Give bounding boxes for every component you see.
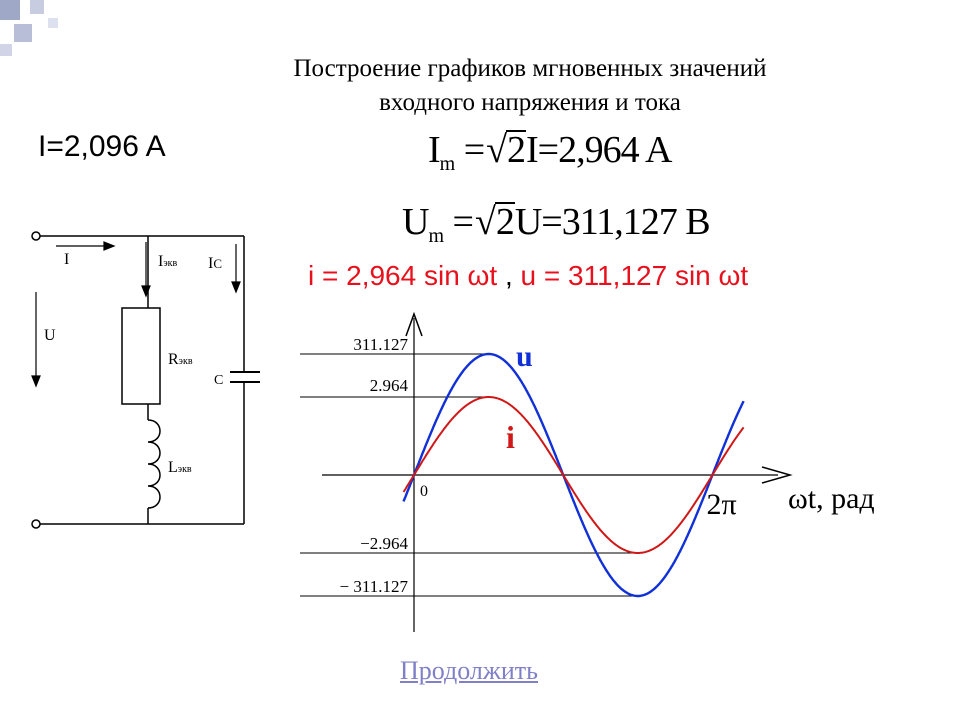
x-axis-arrow bbox=[761, 466, 793, 484]
series-line-i bbox=[402, 396, 745, 554]
equation-u: u = 311,127 sin ωt bbox=[520, 260, 749, 291]
instantaneous-equations: i = 2,964 sin ωt , u = 311,127 sin ωt bbox=[308, 260, 748, 292]
terminal-bottom bbox=[31, 519, 41, 529]
title-line-1: Построение графиков мгновенных значений bbox=[293, 55, 767, 82]
label-c: C bbox=[214, 373, 223, 388]
current-value: I=2,096 A bbox=[38, 130, 166, 163]
y-tick-label-0: 311.127 bbox=[353, 335, 408, 354]
formula-im: Im =√2I=2,964 A bbox=[428, 129, 672, 175]
label-i-ekv: Iэкв bbox=[158, 253, 177, 270]
series-label-u: u bbox=[516, 340, 533, 373]
sqrt-symbol: √2 bbox=[486, 129, 527, 171]
resistor-r-ekv bbox=[121, 307, 161, 405]
formula-um: Um =√2U=311,127 B bbox=[402, 201, 711, 247]
x-tick-label-2pi: 2π bbox=[706, 488, 736, 521]
label-l-ekv: Lэкв bbox=[168, 459, 192, 476]
y-tick-label-2: −2.964 bbox=[360, 534, 408, 553]
slide-title: Построение графиков мгновенных значений … bbox=[190, 52, 870, 120]
title-line-2: входного напряжения и тока bbox=[379, 89, 681, 116]
equation-separator: , bbox=[497, 260, 521, 291]
circuit-diagram: I U Iэкв IC Rэкв C Lэкв bbox=[31, 231, 260, 529]
y-tick-label-1: 2.964 bbox=[370, 376, 409, 395]
y-tick-label-3: − 311.127 bbox=[340, 577, 409, 596]
label-u: U bbox=[44, 327, 56, 344]
continue-link[interactable]: Продолжить bbox=[400, 656, 538, 685]
inductor-l-ekv bbox=[147, 419, 161, 509]
corner-decoration bbox=[0, 0, 58, 56]
label-r-ekv: Rэкв bbox=[168, 351, 193, 368]
sqrt-symbol: √2 bbox=[474, 201, 515, 243]
label-i-c: IC bbox=[208, 255, 222, 272]
sine-chart: 311.127 2.964 −2.964 − 311.127 0 2π ωt, рад u i bbox=[300, 311, 875, 632]
series-line-u bbox=[402, 352, 745, 598]
series-label-i: i bbox=[506, 419, 515, 455]
terminal-top bbox=[31, 231, 41, 241]
x-tick-label-0: 0 bbox=[420, 483, 428, 500]
label-i: I bbox=[64, 251, 69, 268]
y-axis-arrow bbox=[405, 311, 423, 337]
x-axis-label: ωt, рад bbox=[788, 482, 875, 515]
equation-i: i = 2,964 sin ωt bbox=[308, 260, 498, 291]
